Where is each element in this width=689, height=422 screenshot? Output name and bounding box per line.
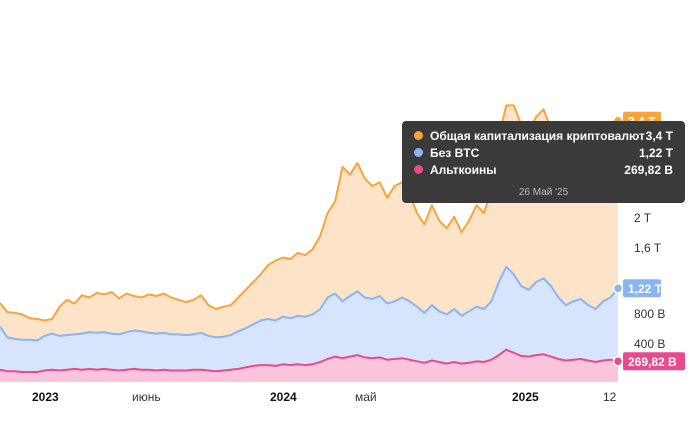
series-value-tag-text: 269,82 B [628,355,677,369]
y-tick-label: 800 B [634,307,665,321]
series-value-tag-text: 1,22 T [628,282,663,296]
series-areas [0,105,618,383]
tooltip-series-value: 3,4 T [645,128,673,143]
tooltip-series-value: 1,22 T [638,145,673,160]
series-end-point [612,283,624,294]
tooltip-series-name: Без BTC [430,145,480,160]
x-tick-label: май [355,390,377,404]
tooltip-series-name: Альткоины [430,162,497,177]
y-axis-labels: 2 T 1,6 T 800 B 400 B [634,211,665,351]
series-area-2 [0,349,618,382]
chart-tooltip: Общая капитализация криптовалют 3,4 T Бе… [402,121,685,203]
x-tick-label: 12 [603,390,617,404]
series-area-1 [0,266,618,382]
altcoins-series-dot-icon [414,165,423,174]
x-tick-label: 2023 [32,390,59,404]
series-value-tag: 269,82 B [623,352,685,371]
tooltip-date: 26 Май '25 [518,187,569,198]
tooltip-series-value: 269,82 B [624,162,673,177]
tooltip-series-name: Общая капитализация криптовалют [430,128,645,143]
y-tick-label: 2 T [634,211,652,225]
series-end-point [612,356,624,367]
tooltip-row-total: Общая капитализация криптовалют 3,4 T [414,127,673,144]
x-tick-label: 2025 [512,390,539,404]
series-line-0 [0,104,619,322]
y-tick-label: 400 B [634,337,665,351]
y-tick-label: 1,6 T [634,241,662,255]
x-tick-label: 2024 [270,390,297,404]
total-series-dot-icon [414,131,423,140]
series-line-2 [0,348,619,373]
series-area-0 [0,105,618,383]
tooltip-row-ex-btc: Без BTC 1,22 T [414,144,673,161]
ex-btc-series-dot-icon [414,148,423,157]
tooltip-row-altcoins: Альткоины 269,82 B [414,161,673,178]
series-value-tag-bg [623,279,661,298]
series-lines [0,104,619,373]
series-value-tag: 1,22 T [623,279,663,298]
x-axis-labels: 2023 июнь 2024 май 2025 12 [32,390,617,404]
x-tick-label: июнь [132,390,161,404]
series-value-tag-bg [623,352,685,371]
series-line-1 [0,265,619,342]
